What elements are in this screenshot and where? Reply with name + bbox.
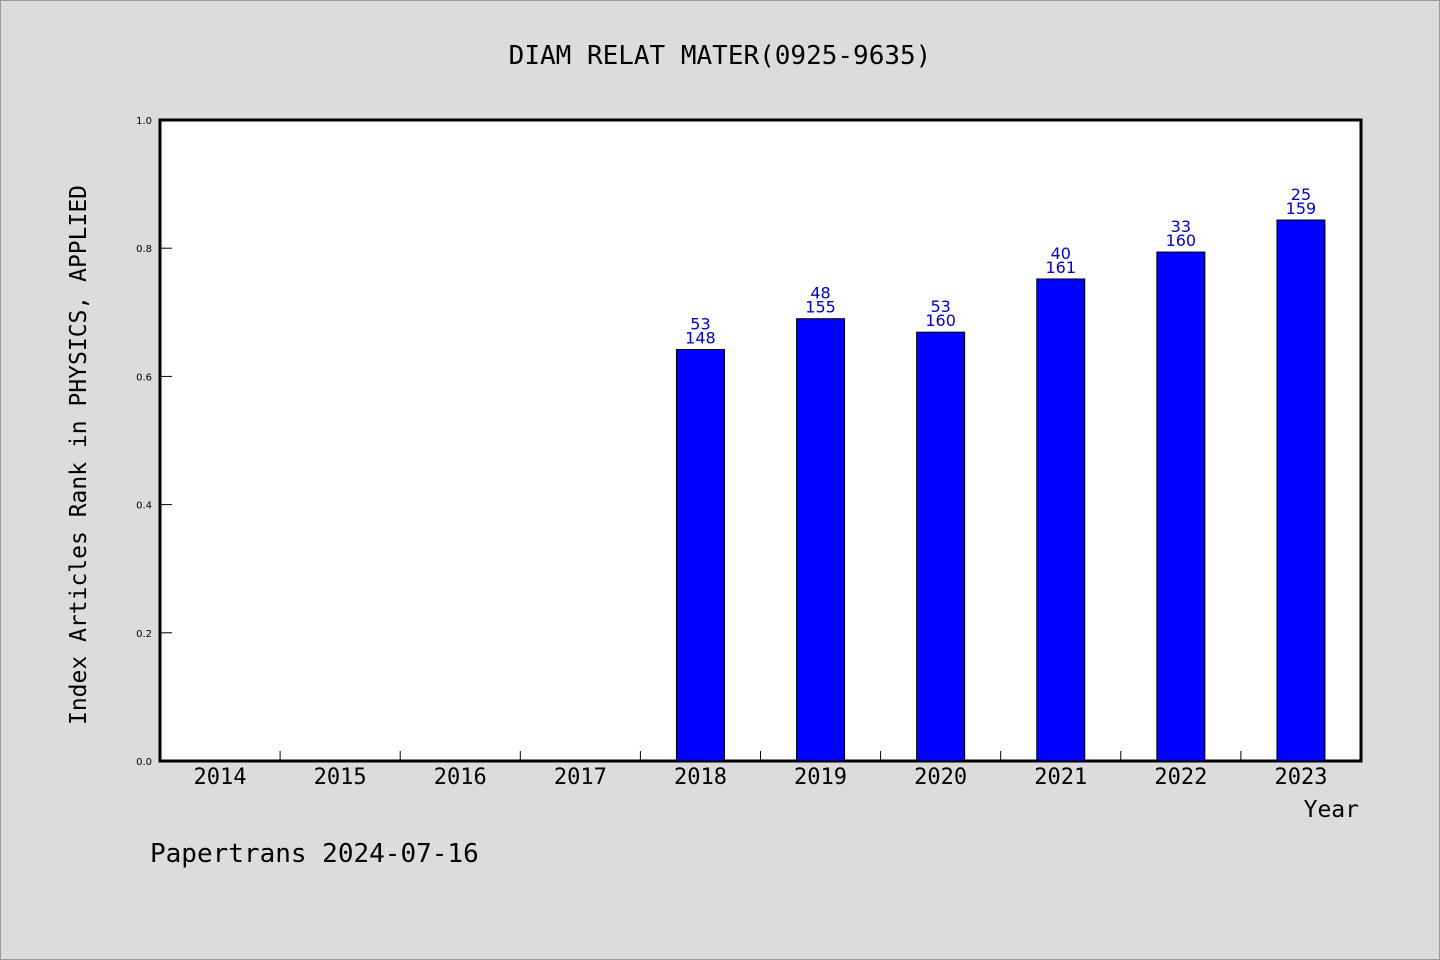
bar-label-total: 160	[925, 311, 956, 330]
x-tick-label: 2015	[314, 765, 367, 790]
footer-credit: Papertrans 2024-07-16	[150, 839, 479, 869]
x-tick-label: 2014	[194, 765, 247, 790]
bar-label-rank: 40	[1051, 244, 1071, 263]
x-tick-label: 2018	[674, 765, 727, 790]
bars	[675, 219, 1326, 762]
x-axis-label: Year	[1304, 797, 1359, 823]
bar-label-total: 160	[1166, 231, 1197, 250]
chart-title: DIAM RELAT MATER(0925-9635)	[509, 41, 932, 71]
bar-label-rank: 53	[690, 314, 710, 333]
bar-label-rank: 53	[930, 297, 950, 316]
x-tick-label: 2023	[1274, 765, 1327, 790]
bar-label-total: 161	[1045, 258, 1076, 277]
y-tick-label: 1.0	[136, 116, 152, 127]
x-tick-label: 2021	[1034, 765, 1087, 790]
bar-label-rank: 25	[1291, 185, 1311, 204]
x-tick-label: 2017	[554, 765, 607, 790]
y-tick-label: 0.6	[136, 372, 152, 383]
y-axis-label: Index Articles Rank in PHYSICS, APPLIED	[66, 185, 92, 725]
bar-2023	[1276, 219, 1326, 762]
y-tick-label: 0.0	[136, 757, 152, 768]
y-tick-label: 0.2	[136, 629, 152, 640]
bar-2022	[1156, 251, 1206, 762]
bar-label-rank: 48	[810, 284, 830, 303]
y-tick-label: 0.4	[136, 501, 152, 512]
y-tick-label: 0.8	[136, 244, 152, 255]
bar-label-rank: 33	[1171, 217, 1191, 236]
bar-2019	[796, 318, 846, 762]
x-tick-label: 2019	[794, 765, 847, 790]
bar-2020	[916, 331, 966, 762]
bar-2021	[1036, 278, 1086, 762]
bar-label-total: 155	[805, 298, 836, 317]
x-tick-label: 2020	[914, 765, 967, 790]
x-tick-label: 2022	[1154, 765, 1207, 790]
y-axis: 0.0 0.2 0.4 0.6 0.8 1.0	[136, 116, 172, 768]
bar-label-total: 148	[685, 328, 716, 347]
bar-label-total: 159	[1286, 199, 1317, 218]
x-axis: 2014 2015 2016 2017 2018 2019 2020 2021 2022 2023	[194, 751, 1327, 790]
bar-2018	[675, 348, 725, 762]
x-tick-label: 2016	[434, 765, 487, 790]
